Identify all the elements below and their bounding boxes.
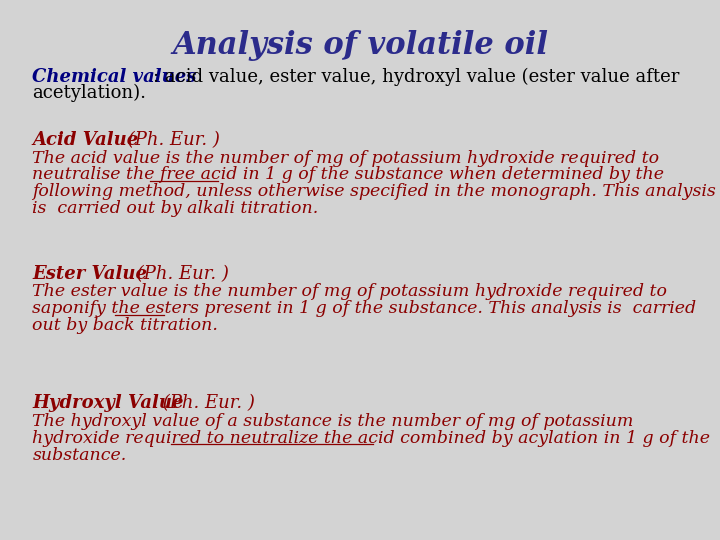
Text: Chemical values: Chemical values — [32, 68, 197, 85]
Text: The acid value is the number of mg of potassium hydroxide required to: The acid value is the number of mg of po… — [32, 150, 660, 166]
Text: acetylation).: acetylation). — [32, 84, 146, 103]
Text: Ester Value: Ester Value — [32, 265, 148, 282]
Text: The hydroxyl value of a substance is the number of mg of potassium: The hydroxyl value of a substance is the… — [32, 413, 634, 430]
Text: saponify the esters present in 1 g of the substance. This analysis is  carried: saponify the esters present in 1 g of th… — [32, 300, 696, 317]
Text: out by back titration.: out by back titration. — [32, 317, 218, 334]
Text: The ester value is the number of mg of potassium hydroxide required to: The ester value is the number of mg of p… — [32, 284, 667, 300]
Text: Analysis of volatile oil: Analysis of volatile oil — [172, 30, 548, 60]
Text: Hydroxyl Value: Hydroxyl Value — [32, 394, 184, 412]
Text: : acid value, ester value, hydroxyl value (ester value after: : acid value, ester value, hydroxyl valu… — [153, 68, 679, 86]
Text: hydroxide required to neutralize the acid combined by acylation in 1 g of the: hydroxide required to neutralize the aci… — [32, 430, 711, 447]
Text: (Ph. Eur. ): (Ph. Eur. ) — [130, 265, 228, 282]
Text: neutralise the free acid in 1 g of the substance when determined by the: neutralise the free acid in 1 g of the s… — [32, 166, 665, 183]
Text: is  carried out by alkali titration.: is carried out by alkali titration. — [32, 200, 319, 217]
Text: Acid Value: Acid Value — [32, 131, 139, 149]
Text: (Ph. Eur. ): (Ph. Eur. ) — [122, 131, 220, 149]
Text: substance.: substance. — [32, 447, 127, 463]
Text: (Ph. Eur. ): (Ph. Eur. ) — [158, 394, 256, 412]
Text: following method, unless otherwise specified in the monograph. This analysis: following method, unless otherwise speci… — [32, 183, 716, 200]
